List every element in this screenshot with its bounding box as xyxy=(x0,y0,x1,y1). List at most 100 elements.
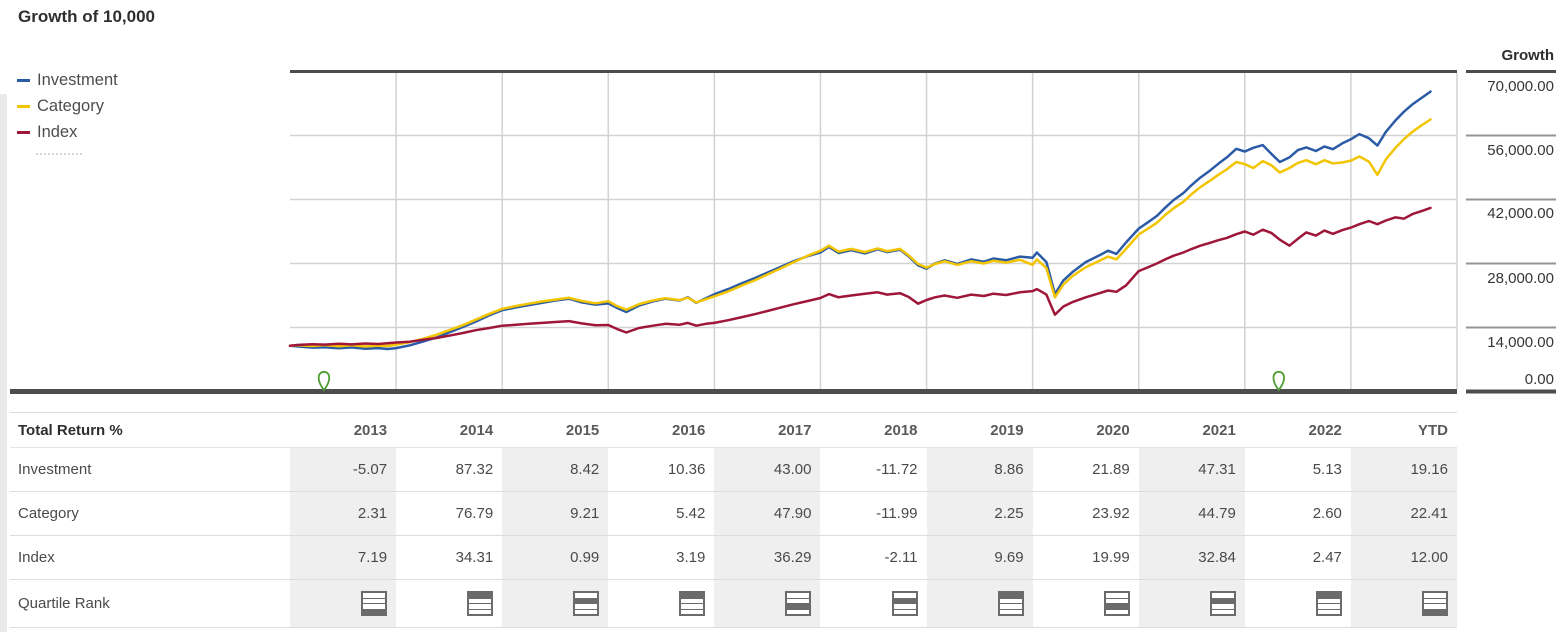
table-cell: 87.32 xyxy=(455,461,494,478)
category-line-swatch-icon xyxy=(17,104,30,108)
total-return-table: Total Return % 2013 2014 2015 2016 2017 … xyxy=(10,412,1457,628)
quartile-rank-1-icon xyxy=(997,591,1024,616)
table-cell: 8.86 xyxy=(926,448,1033,491)
quartile-rank-2-icon xyxy=(1209,591,1236,616)
quartile-cell xyxy=(290,580,397,627)
table-cell: 34.31 xyxy=(455,549,494,566)
year-header-2018: 2018 xyxy=(884,421,918,439)
table-cell: 76.79 xyxy=(455,505,494,522)
table-cell: 9.69 xyxy=(926,536,1033,579)
table-cell: 32.84 xyxy=(1138,536,1245,579)
table-row-quartile-rank: Quartile Rank xyxy=(10,580,1457,628)
year-header-2016: 2016 xyxy=(671,421,706,439)
row-label-category: Category xyxy=(18,505,79,522)
quartile-cell xyxy=(396,580,502,627)
table-cell: -11.72 xyxy=(876,461,918,478)
year-header-2021: 2021 xyxy=(1202,421,1236,439)
growth-chart xyxy=(10,70,1556,394)
investment-line-swatch-icon xyxy=(17,78,30,82)
year-header-2013: 2013 xyxy=(353,421,388,439)
table-cell: 47.90 xyxy=(714,492,821,535)
table-cell: 21.89 xyxy=(1092,461,1130,478)
table-cell: 2.31 xyxy=(290,492,397,535)
legend-label-category: Category xyxy=(37,96,104,115)
quartile-rank-4-icon xyxy=(1422,591,1448,616)
legend-item-category: Category xyxy=(17,93,118,119)
table-cell: 9.21 xyxy=(502,492,609,535)
table-cell: 2.47 xyxy=(1312,549,1342,566)
table-cell: 19.99 xyxy=(1092,549,1130,566)
table-cell: 0.99 xyxy=(502,536,609,579)
year-header-2022: 2022 xyxy=(1308,421,1342,439)
row-label-index: Index xyxy=(18,549,55,566)
table-cell: 12.00 xyxy=(1350,536,1457,579)
quartile-cell xyxy=(1033,580,1139,627)
table-cell: 22.41 xyxy=(1350,492,1457,535)
quartile-cell xyxy=(926,580,1033,627)
y-axis-tick-label: 0.00 xyxy=(1524,371,1554,388)
year-header-2015: 2015 xyxy=(565,421,600,439)
legend-item-investment: Investment xyxy=(17,67,118,93)
legend-label-investment: Investment xyxy=(37,70,118,89)
quartile-rank-1-icon xyxy=(679,591,706,616)
quartile-rank-1-icon xyxy=(467,591,494,616)
legend-label-index: Index xyxy=(37,122,78,141)
quartile-rank-3-icon xyxy=(785,591,812,616)
table-cell: 3.19 xyxy=(676,549,706,566)
table-cell: 23.92 xyxy=(1092,505,1130,522)
quartile-cell xyxy=(502,580,609,627)
year-header-2020: 2020 xyxy=(1096,421,1130,439)
table-title: Total Return % xyxy=(18,421,123,439)
table-cell: -2.11 xyxy=(884,549,918,566)
y-axis-tick-label: 14,000.00 xyxy=(1487,334,1554,351)
y-axis-tick-label: 42,000.00 xyxy=(1487,205,1554,222)
table-cell: 47.31 xyxy=(1138,448,1245,491)
table-row-investment: Investment -5.07 87.32 8.42 10.36 43.00 … xyxy=(10,448,1457,492)
quartile-rank-3-icon xyxy=(1103,591,1130,616)
year-header-2019: 2019 xyxy=(990,421,1024,439)
y-axis-tick-label: 56,000.00 xyxy=(1487,142,1554,159)
row-label-investment: Investment xyxy=(18,461,92,478)
index-line-swatch-icon xyxy=(17,130,30,134)
quartile-cell xyxy=(1138,580,1245,627)
table-cell: -5.07 xyxy=(290,448,397,491)
quartile-rank-4-icon xyxy=(361,591,388,616)
index-line xyxy=(288,206,1432,348)
quartile-cell xyxy=(714,580,821,627)
chart-legend: Investment Category Index xyxy=(17,67,118,145)
y-axis-tick-label: 28,000.00 xyxy=(1487,270,1554,287)
table-cell: 7.19 xyxy=(290,536,397,579)
table-row-category: Category 2.31 76.79 9.21 5.42 47.90 -11.… xyxy=(10,492,1457,536)
quartile-rank-1-icon xyxy=(1315,591,1342,616)
quartile-cell xyxy=(608,580,714,627)
category-line xyxy=(288,118,1432,348)
table-cell: 36.29 xyxy=(714,536,821,579)
quartile-rank-2-icon xyxy=(891,591,918,616)
legend-item-index: Index xyxy=(17,119,118,145)
quartile-cell xyxy=(1245,580,1351,627)
y-axis-tick-label: 70,000.00 xyxy=(1487,78,1554,95)
investment-line xyxy=(288,90,1432,351)
left-edge-strip xyxy=(0,94,7,632)
quartile-rank-2-icon xyxy=(573,591,600,616)
table-header-row: Total Return % 2013 2014 2015 2016 2017 … xyxy=(10,413,1457,448)
table-cell: 43.00 xyxy=(714,448,821,491)
y-axis-header: Growth xyxy=(1501,47,1555,64)
table-cell: 10.36 xyxy=(667,461,706,478)
table-row-index: Index 7.19 34.31 0.99 3.19 36.29 -2.11 9… xyxy=(10,536,1457,580)
event-pin-icon[interactable] xyxy=(1272,370,1285,392)
quartile-cell xyxy=(820,580,926,627)
year-header-2014: 2014 xyxy=(459,421,494,439)
table-cell: 5.13 xyxy=(1312,461,1342,478)
year-header-ytd: YTD xyxy=(1418,421,1448,439)
quartile-cell xyxy=(1350,580,1457,627)
table-cell: 2.25 xyxy=(926,492,1033,535)
table-cell: 8.42 xyxy=(502,448,609,491)
table-cell: 2.60 xyxy=(1312,505,1342,522)
table-cell: 44.79 xyxy=(1138,492,1245,535)
table-cell: 5.42 xyxy=(676,505,706,522)
event-pin-icon[interactable] xyxy=(317,370,331,392)
table-cell: -11.99 xyxy=(876,505,918,522)
table-cell: 19.16 xyxy=(1350,448,1457,491)
